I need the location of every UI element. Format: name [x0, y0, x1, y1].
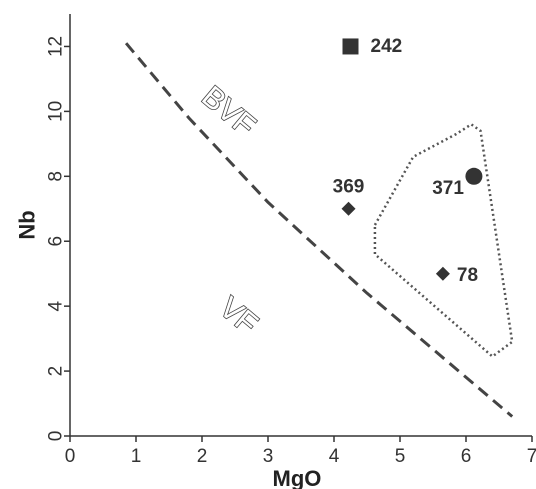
x-tick-label: 4: [329, 446, 340, 467]
x-tick-label: 1: [131, 446, 142, 467]
data-points-group: [341, 38, 483, 281]
y-tick-label: 0: [46, 431, 67, 442]
x-tick-label: 0: [65, 446, 76, 467]
y-tick-label: 2: [46, 366, 67, 377]
data-point-square: [342, 38, 359, 55]
boundary-line: [124, 42, 514, 418]
y-tick-label: 10: [46, 101, 67, 122]
field-outline: [373, 122, 514, 359]
data-point-circle: [465, 167, 483, 185]
region-label: VF: [213, 291, 264, 341]
boundary-line-group: [124, 42, 514, 418]
data-point-label: 78: [457, 265, 478, 286]
field-outline-group: [373, 122, 514, 359]
y-axis-title: Nb: [15, 210, 40, 239]
x-tick-label: 5: [395, 446, 406, 467]
x-axis-title: MgO: [273, 466, 322, 489]
data-point-label: 242: [371, 36, 403, 57]
y-tick-label: 6: [46, 236, 67, 247]
data-point-label: 369: [333, 176, 365, 197]
data-point-diamond: [435, 266, 450, 281]
data-point-diamond: [341, 201, 356, 216]
data-point-label: 371: [432, 178, 464, 199]
y-tick-label: 4: [46, 300, 67, 311]
x-tick-label: 7: [527, 446, 536, 467]
y-tick-label: 12: [46, 36, 67, 57]
x-tick-label: 3: [263, 446, 274, 467]
x-tick-label: 6: [461, 446, 472, 467]
x-tick-label: 2: [197, 446, 208, 467]
y-tick-label: 8: [46, 171, 67, 182]
